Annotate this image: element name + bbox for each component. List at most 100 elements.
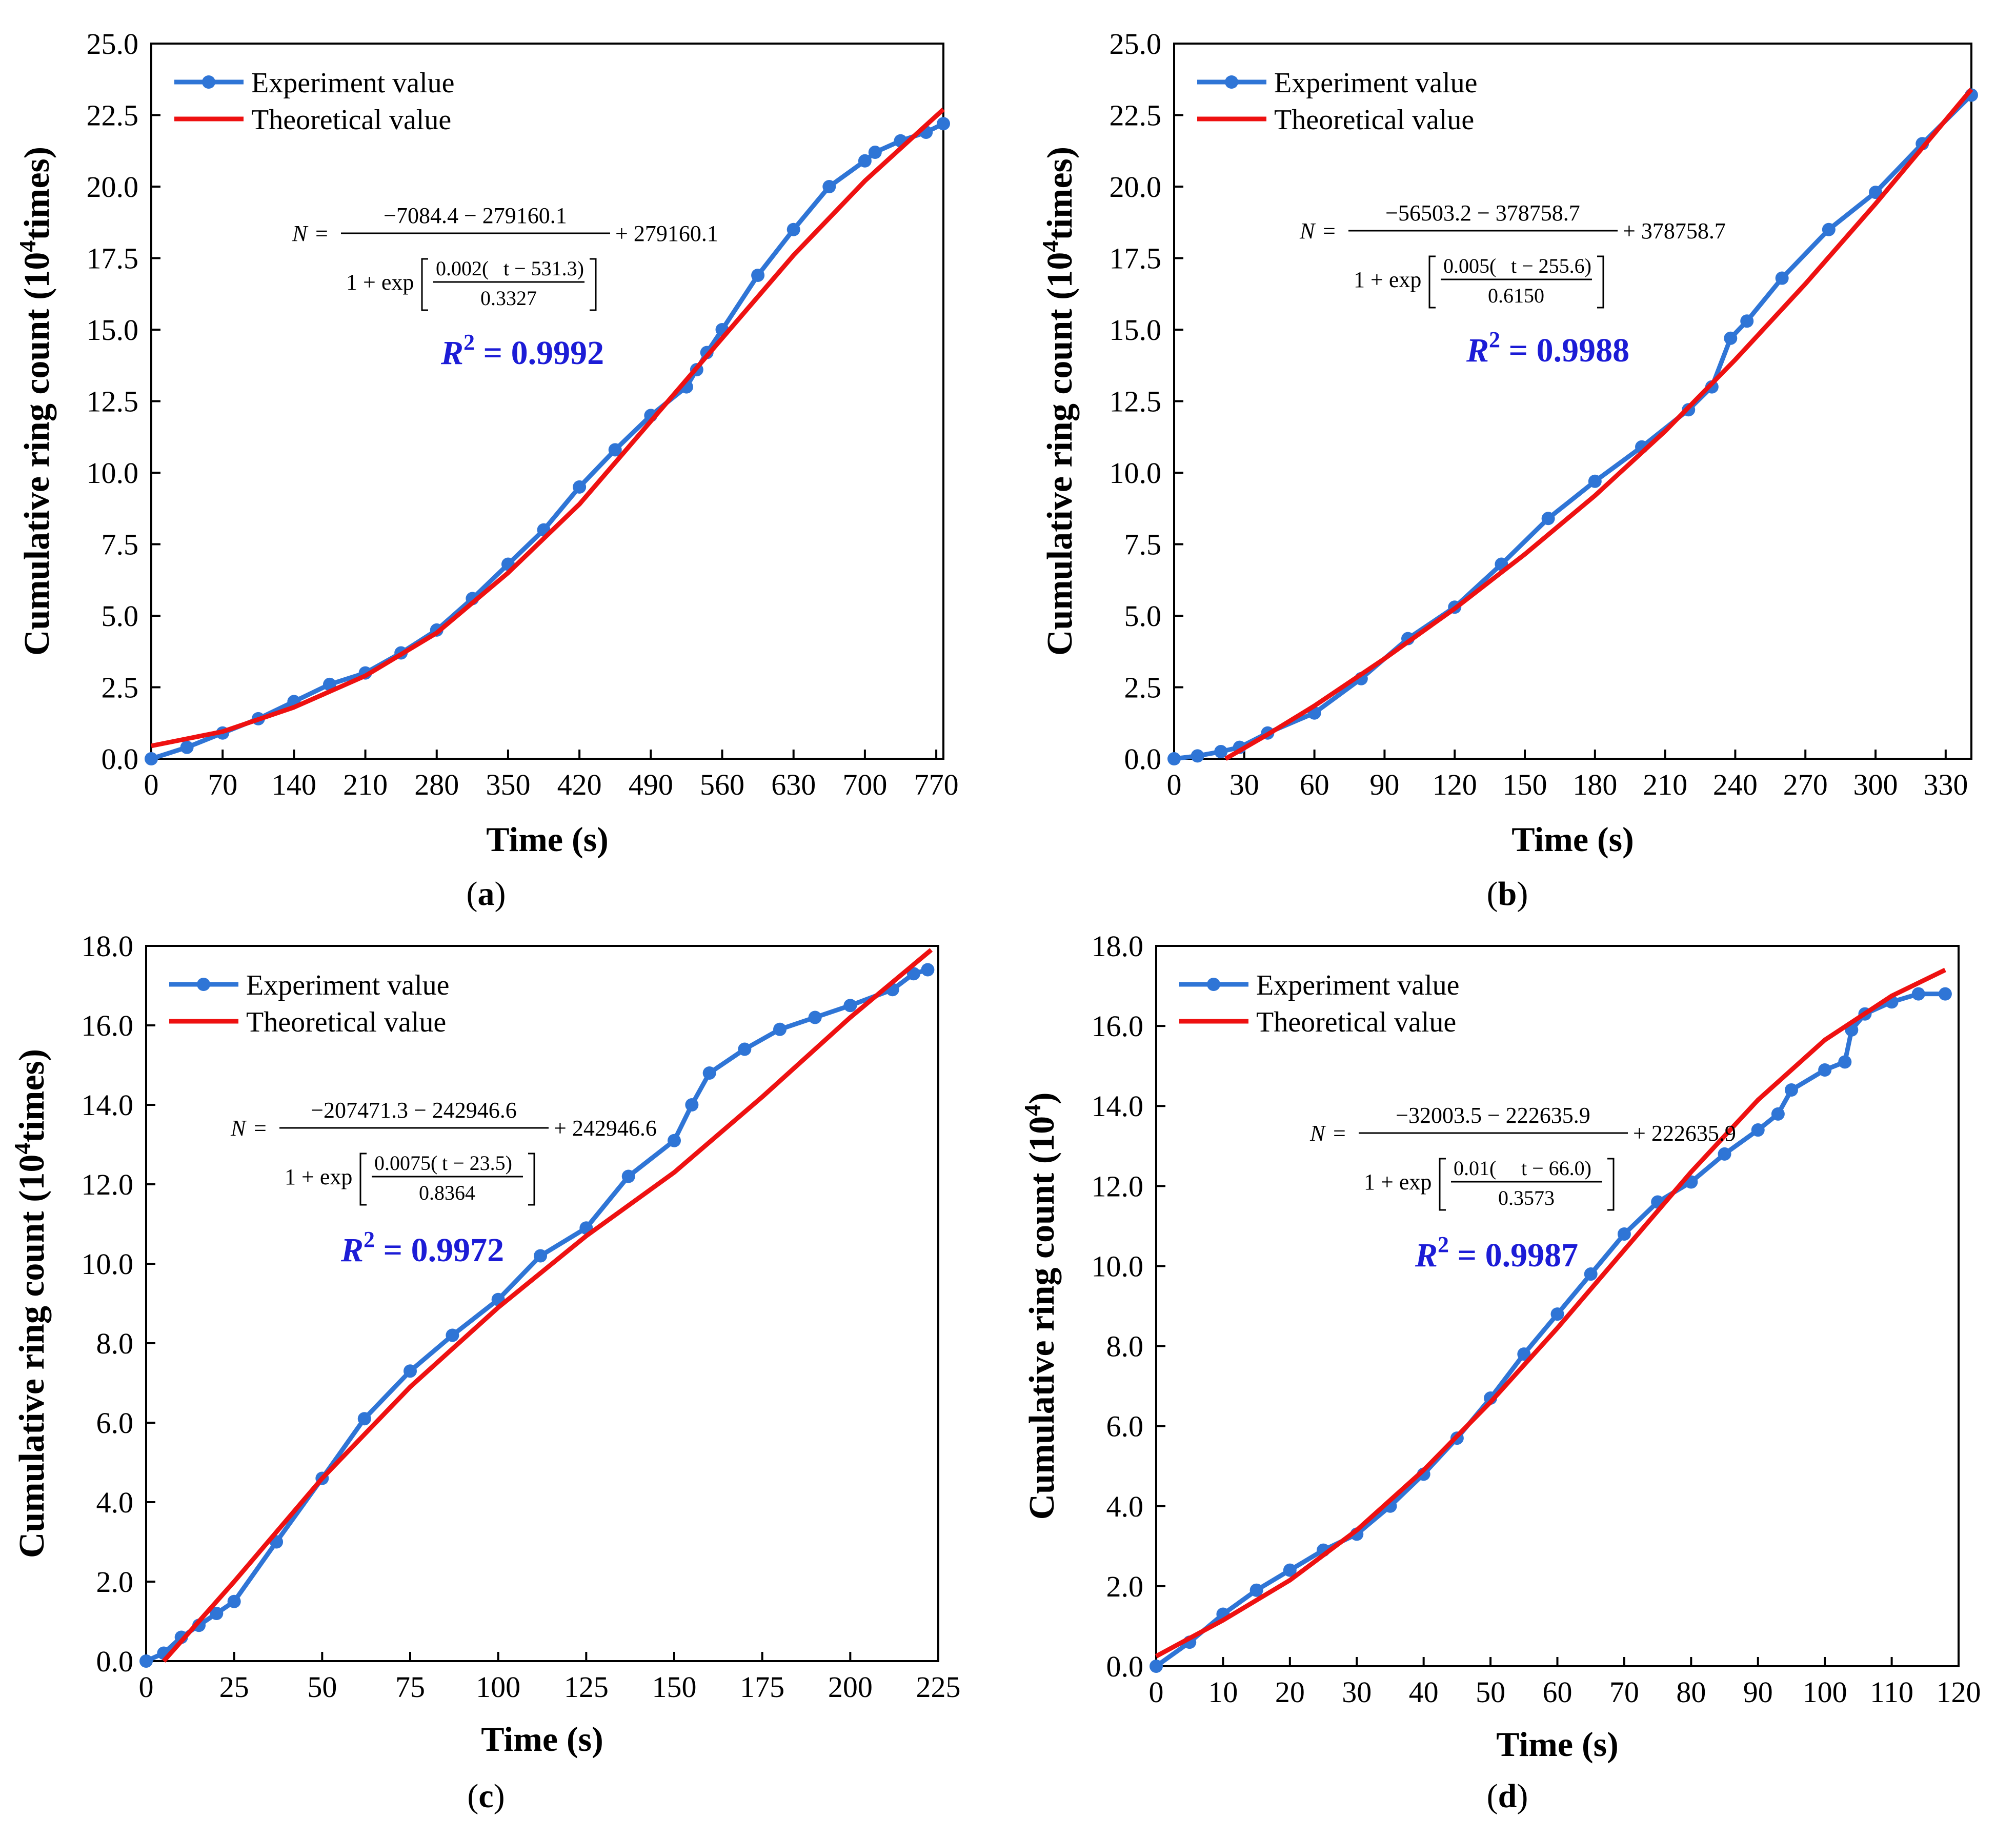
caption-close: ) (495, 875, 506, 913)
experiment-point (858, 154, 872, 168)
experiment-point (1911, 987, 1925, 1001)
experiment-point (1822, 223, 1836, 236)
formula-exp: 1 + exp (285, 1164, 352, 1189)
x-tick-label: 270 (1783, 768, 1828, 801)
x-axis-label: Time (s) (1496, 1725, 1619, 1764)
experiment-point (1167, 752, 1181, 765)
y-tick-label: 17.5 (87, 242, 139, 275)
x-axis-label: Time (s) (486, 820, 609, 859)
y-axis-label-exponent: 4 (1019, 1104, 1045, 1116)
x-tick-label: 490 (629, 768, 673, 801)
y-axis-label-tail: ) (1022, 1093, 1062, 1104)
formula: N = −32003.5 − 222635.9 + 222635.9 1 + exp 0.… (1309, 1103, 1736, 1211)
x-tick-label: 150 (652, 1670, 697, 1704)
x-tick-label: 0 (1149, 1675, 1164, 1709)
x-tick-label: 120 (1433, 768, 1477, 801)
formula-coefficient: 0.002( (436, 257, 489, 280)
y-axis-label: Cumulative ring count (104times) (14, 147, 57, 656)
y-tick-label: 8.0 (1106, 1330, 1144, 1363)
x-tick-label: 80 (1676, 1675, 1706, 1709)
y-axis-label-exponent: 4 (14, 240, 41, 252)
x-tick-label: 240 (1713, 768, 1758, 801)
experiment-point (621, 1169, 635, 1183)
experiment-point (773, 1022, 787, 1036)
x-tick-label: 630 (771, 768, 816, 801)
legend-experiment-marker (1207, 978, 1220, 991)
y-axis-label-exponent: 4 (1037, 240, 1063, 252)
caption-letter: a (478, 875, 495, 913)
y-tick-label: 10.0 (1092, 1249, 1144, 1283)
experiment-point (787, 223, 800, 236)
experiment-point (1751, 1123, 1765, 1137)
y-tick-label: 8.0 (96, 1327, 134, 1360)
legend-theoretical-label: Theoretical value (246, 1006, 446, 1038)
formula-bracket-right (528, 1153, 535, 1206)
x-tick-label: 30 (1342, 1675, 1372, 1709)
x-tick-label: 120 (1937, 1675, 1981, 1709)
theoretical-series-line (151, 108, 945, 749)
r-squared-symbol: R (1415, 1237, 1438, 1274)
formula-coefficient: 0.005( (1443, 254, 1496, 277)
formula-exp: 1 + exp (1364, 1169, 1432, 1195)
formula-denominator: 0.3573 (1498, 1186, 1555, 1209)
r-squared: R2 = 0.9988 (1466, 327, 1629, 369)
formula-bracket-right (1607, 1158, 1615, 1211)
experiment-point (139, 1654, 153, 1668)
x-tick-label: 50 (307, 1670, 337, 1704)
legend-theoretical-label: Theoretical value (251, 104, 451, 136)
caption-open: ( (467, 875, 478, 913)
panel-caption: (d) (1487, 1777, 1528, 1815)
x-tick-label: 75 (395, 1670, 425, 1704)
experiment-point (822, 180, 836, 193)
r-squared-value: = 0.9987 (1449, 1237, 1578, 1274)
formula-tail: + 279160.1 (615, 221, 718, 246)
legend-experiment-label: Experiment value (1256, 969, 1460, 1001)
formula-N: N (230, 1116, 247, 1141)
x-tick-label: 60 (1300, 768, 1329, 801)
formula-bracket-left (421, 258, 428, 311)
x-tick-label: 90 (1369, 768, 1399, 801)
legend-experiment-label: Experiment value (251, 67, 455, 99)
formula-denominator: 0.6150 (1488, 284, 1544, 307)
formula-N: N (1299, 218, 1316, 244)
y-tick-label: 22.5 (1110, 99, 1162, 132)
legend-experiment-marker (202, 75, 215, 89)
formula-exp: 1 + exp (1354, 267, 1421, 292)
formula: N = −207471.3 − 242946.6 + 242946.6 1 + exp 0… (230, 1098, 657, 1206)
formula-shift: t − 23.5) (442, 1151, 512, 1175)
experiment-point (145, 752, 158, 765)
x-tick-label: 60 (1543, 1675, 1573, 1709)
y-axis-label: Cumulative ring count (104times) (1037, 147, 1080, 656)
x-tick-label: 180 (1573, 768, 1617, 801)
formula-shift: t − 531.3) (503, 257, 584, 280)
experiment-point (1283, 1563, 1297, 1577)
experiment-point (1740, 314, 1754, 328)
formula-N: N (292, 221, 309, 246)
x-tick-label: 90 (1743, 1675, 1773, 1709)
formula-numerator: −56503.2 − 378758.7 (1385, 200, 1580, 226)
formula-equals: = (254, 1116, 267, 1141)
y-tick-label: 7.5 (102, 528, 139, 561)
y-tick-label: 16.0 (82, 1009, 134, 1042)
r-squared-exponent: 2 (1438, 1232, 1449, 1257)
x-tick-label: 70 (1609, 1675, 1639, 1709)
caption-close: ) (1517, 1777, 1528, 1815)
x-tick-label: 50 (1476, 1675, 1505, 1709)
experiment-point (1249, 1583, 1263, 1597)
y-axis-label-main: Cumulative ring count (10 (12, 1155, 52, 1559)
experiment-point (446, 1328, 459, 1342)
x-tick-label: 330 (1923, 768, 1968, 801)
experiment-point (1214, 745, 1228, 759)
x-tick-label: 770 (914, 768, 959, 801)
x-tick-label: 280 (414, 768, 459, 801)
x-tick-label: 0 (1167, 768, 1182, 801)
r-squared-exponent: 2 (463, 330, 475, 355)
y-tick-label: 25.0 (1110, 27, 1162, 60)
formula: N = −7084.4 − 279160.1 + 279160.1 1 + exp 0.0… (292, 203, 718, 311)
x-tick-label: 125 (564, 1670, 609, 1704)
y-tick-label: 14.0 (1092, 1089, 1144, 1123)
legend-experiment-label: Experiment value (1274, 67, 1478, 99)
experiment-point (357, 1412, 371, 1426)
r-squared-exponent: 2 (364, 1227, 375, 1252)
